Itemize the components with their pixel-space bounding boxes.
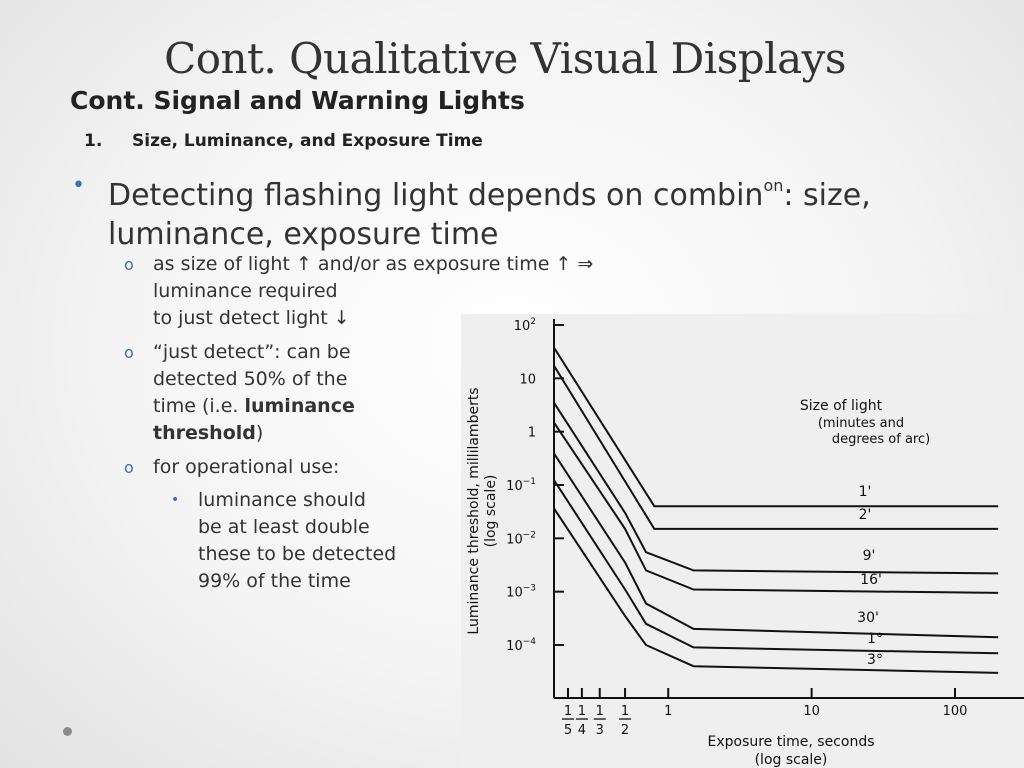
slide-title: Cont. Qualitative Visual Displays xyxy=(164,34,846,83)
series-label: 9' xyxy=(863,548,876,564)
sub-sub-bullet: • luminance should be at least double th… xyxy=(171,487,396,595)
sub-sub-bullet-line: luminance should xyxy=(198,489,366,511)
sub-bullet-text: for operational use: xyxy=(153,456,340,478)
series-label: 16' xyxy=(860,572,882,588)
section-subtitle: Cont. Signal and Warning Lights xyxy=(70,86,525,115)
numbered-item-number: 1. xyxy=(84,131,103,151)
series-label: 30' xyxy=(857,610,879,626)
bullet-dot-icon: • xyxy=(171,492,180,508)
main-bullet-superscript: on xyxy=(763,176,784,195)
series-label: 3° xyxy=(867,652,883,668)
x-axis-label: Exposure time, seconds xyxy=(707,734,874,750)
sub-sub-bullet-line: these to be detected xyxy=(198,543,397,565)
sub-bullet-operational: o for operational use: xyxy=(124,454,339,481)
x-tick-label: 1 xyxy=(621,704,629,719)
y-tick-label: 10−4 xyxy=(506,637,536,654)
series-label: 1' xyxy=(859,484,872,500)
sub-bullet-part: time (i.e. xyxy=(153,395,245,417)
series-line xyxy=(554,400,999,575)
x-tick-label: 2 xyxy=(621,723,629,738)
x-tick-label: 4 xyxy=(578,723,586,738)
sub-bullet-line: to just detect light ↓ xyxy=(153,307,350,329)
numbered-item-label: Size, Luminance, and Exposure Time xyxy=(132,131,483,151)
series-line xyxy=(554,506,999,674)
series-label: 2' xyxy=(859,507,872,523)
sub-bullet-line: detected 50% of the xyxy=(153,368,348,390)
circle-bullet-icon: o xyxy=(124,255,134,274)
y-tick-label: 10−2 xyxy=(506,530,536,547)
x-tick-label: 5 xyxy=(564,723,572,738)
y-tick-label: 10−1 xyxy=(506,477,536,494)
sub-bullet-line: as size of light ↑ and/or as exposure ti… xyxy=(153,253,594,275)
y-axis-label: Luminance threshold, millilamberts xyxy=(466,387,482,634)
x-axis-label: (log scale) xyxy=(755,752,828,768)
sub-bullet-text: “just detect”: can be detected 50% of th… xyxy=(153,339,355,447)
bullet-dot-icon: • xyxy=(72,173,85,198)
sub-bullet-line: time (i.e. luminance xyxy=(153,393,355,420)
numbered-item: 1. Size, Luminance, and Exposure Time xyxy=(84,131,483,151)
legend-title: degrees of arc) xyxy=(832,432,930,447)
sub-bullet-size: o as size of light ↑ and/or as exposure … xyxy=(124,251,593,332)
legend-title: Size of light xyxy=(800,398,883,414)
y-tick-label: 1 xyxy=(528,426,536,441)
sub-sub-bullet-text: luminance should be at least double thes… xyxy=(198,487,396,595)
slide-nav-dot-icon xyxy=(63,727,72,736)
circle-bullet-icon: o xyxy=(124,343,134,362)
sub-bullet-line: “just detect”: can be xyxy=(153,341,351,363)
x-tick-label: 100 xyxy=(943,704,968,719)
x-tick-label: 1 xyxy=(578,704,586,719)
y-tick-label: 10 xyxy=(519,372,536,387)
series-line xyxy=(554,420,999,594)
x-tick-label: 1 xyxy=(564,704,572,719)
sub-bullet-just-detect: o “just detect”: can be detected 50% of … xyxy=(124,339,355,447)
sub-sub-bullet-line: be at least double xyxy=(198,516,370,538)
bold-term: threshold xyxy=(153,422,256,444)
series-line xyxy=(554,478,999,655)
series-label: 1° xyxy=(867,631,883,647)
series-line xyxy=(554,451,999,639)
main-bullet-part: Detecting flashing light depends on comb… xyxy=(108,178,764,213)
series-line xyxy=(554,345,999,508)
x-tick-label: 3 xyxy=(596,723,604,738)
main-bullet-part: : size, luminance, exposure time xyxy=(108,178,871,252)
sub-bullet-text: as size of light ↑ and/or as exposure ti… xyxy=(153,251,593,332)
sub-bullet-part: ) xyxy=(255,422,264,444)
sub-bullet-line: threshold) xyxy=(153,420,355,447)
main-bullet: • Detecting flashing light depends on co… xyxy=(72,166,992,254)
y-axis-label: (log scale) xyxy=(483,475,499,548)
x-tick-label: 1 xyxy=(664,704,672,719)
y-tick-label: 10−3 xyxy=(506,584,536,601)
y-tick-label: 102 xyxy=(514,317,536,334)
sub-sub-bullet-line: 99% of the time xyxy=(198,570,351,592)
sub-bullet-line: luminance required xyxy=(153,280,338,302)
x-tick-label: 10 xyxy=(803,704,820,719)
circle-bullet-icon: o xyxy=(124,458,134,477)
series-line xyxy=(554,363,999,530)
bold-term: luminance xyxy=(244,395,355,417)
main-bullet-text: Detecting flashing light depends on comb… xyxy=(108,166,992,254)
legend-title: (minutes and xyxy=(818,416,904,431)
x-tick-label: 1 xyxy=(596,704,604,719)
